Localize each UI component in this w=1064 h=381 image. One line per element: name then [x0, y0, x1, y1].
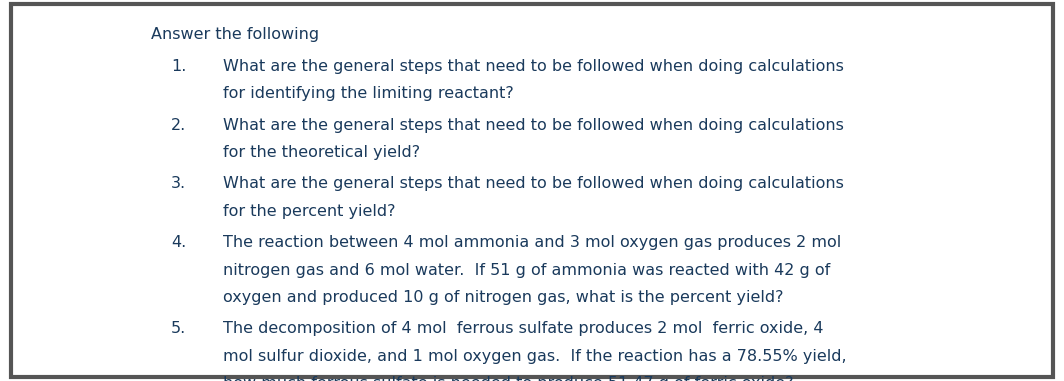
Text: oxygen and produced 10 g of nitrogen gas, what is the percent yield?: oxygen and produced 10 g of nitrogen gas…	[223, 290, 784, 305]
Text: What are the general steps that need to be followed when doing calculations: What are the general steps that need to …	[223, 59, 845, 74]
Text: nitrogen gas and 6 mol water.  If 51 g of ammonia was reacted with 42 g of: nitrogen gas and 6 mol water. If 51 g of…	[223, 263, 831, 277]
Text: 1.: 1.	[171, 59, 186, 74]
Text: how much ferrous sulfate is needed to produce 51.47 g of ferric oxide?: how much ferrous sulfate is needed to pr…	[223, 376, 794, 381]
Text: 2.: 2.	[171, 118, 186, 133]
Text: 5.: 5.	[171, 321, 186, 336]
Text: What are the general steps that need to be followed when doing calculations: What are the general steps that need to …	[223, 176, 845, 191]
Text: The decomposition of 4 mol  ferrous sulfate produces 2 mol  ferric oxide, 4: The decomposition of 4 mol ferrous sulfa…	[223, 321, 824, 336]
Text: for the theoretical yield?: for the theoretical yield?	[223, 145, 420, 160]
Text: The reaction between 4 mol ammonia and 3 mol oxygen gas produces 2 mol: The reaction between 4 mol ammonia and 3…	[223, 235, 842, 250]
FancyBboxPatch shape	[11, 4, 1053, 377]
Text: 3.: 3.	[171, 176, 186, 191]
Text: Answer the following: Answer the following	[151, 27, 319, 42]
Text: for identifying the limiting reactant?: for identifying the limiting reactant?	[223, 86, 514, 101]
Text: mol sulfur dioxide, and 1 mol oxygen gas.  If the reaction has a 78.55% yield,: mol sulfur dioxide, and 1 mol oxygen gas…	[223, 349, 847, 363]
Text: 4.: 4.	[171, 235, 186, 250]
Text: for the percent yield?: for the percent yield?	[223, 204, 396, 219]
Text: What are the general steps that need to be followed when doing calculations: What are the general steps that need to …	[223, 118, 845, 133]
